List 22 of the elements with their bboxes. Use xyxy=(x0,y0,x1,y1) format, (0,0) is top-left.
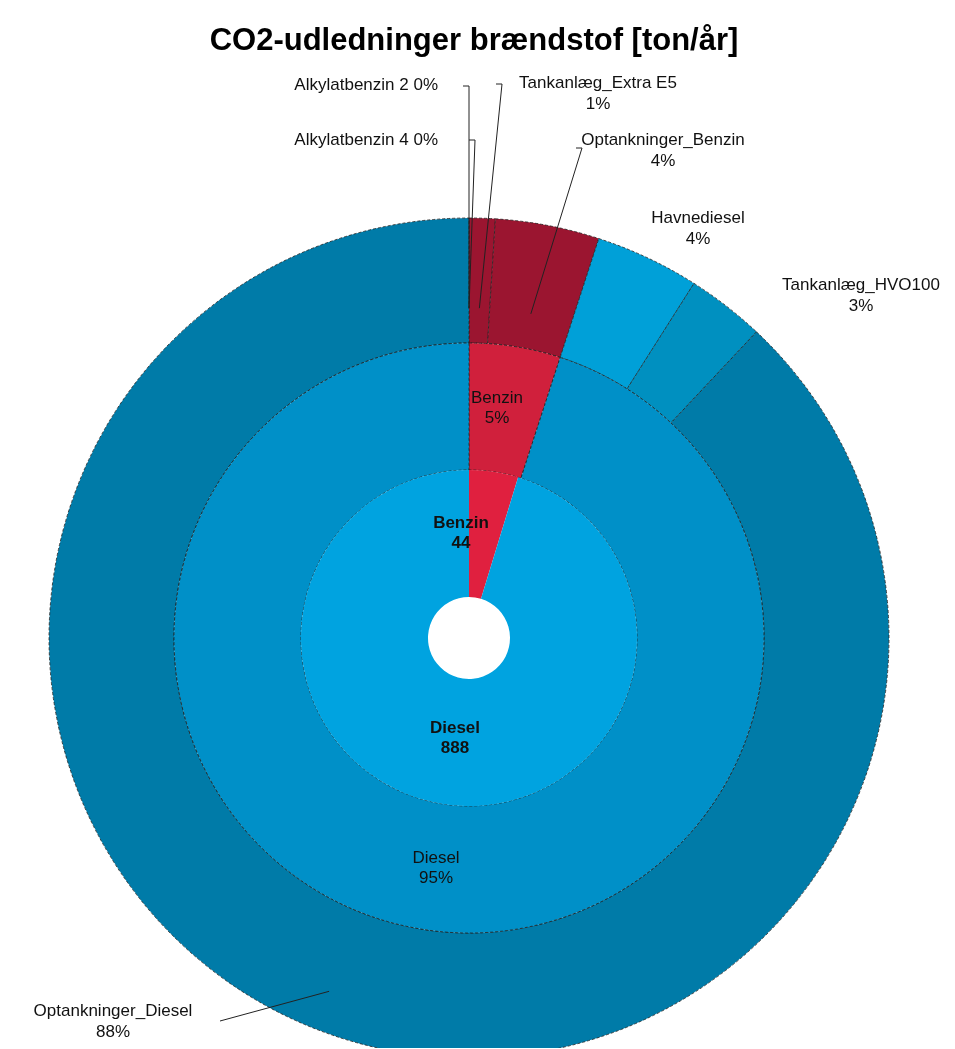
slice-label: Diesel xyxy=(429,718,481,737)
slice-label: Havnediesel xyxy=(651,208,745,227)
slice-label: Diesel xyxy=(412,848,460,867)
data-label: 4% xyxy=(650,151,676,170)
slice-label: Tankanlæg_HVO100 xyxy=(782,275,940,294)
slice-label: Optankninger_Benzin xyxy=(581,130,745,149)
data-label: 95% xyxy=(418,868,454,887)
text: 0% xyxy=(413,75,438,94)
data-label: 888 xyxy=(440,738,470,757)
data-label: 4% xyxy=(685,229,711,248)
category-label: Alkylatbenzin 2 xyxy=(294,75,409,94)
donut-slice xyxy=(301,470,637,806)
slice-label: Optankninger_Diesel xyxy=(33,1001,193,1020)
category-label: Alkylatbenzin 4 xyxy=(294,130,409,149)
text: 0% xyxy=(413,130,438,149)
chart-title: CO2-udledninger brændstof [ton/år] xyxy=(209,22,739,57)
data-label: 88% xyxy=(95,1022,131,1041)
slice-label: Benzin xyxy=(471,388,523,407)
slice-label: Tankanlæg_Extra E5 xyxy=(519,73,677,92)
data-label: 5% xyxy=(484,408,510,427)
data-label: 1% xyxy=(585,94,611,113)
data-label: 3% xyxy=(848,296,874,315)
